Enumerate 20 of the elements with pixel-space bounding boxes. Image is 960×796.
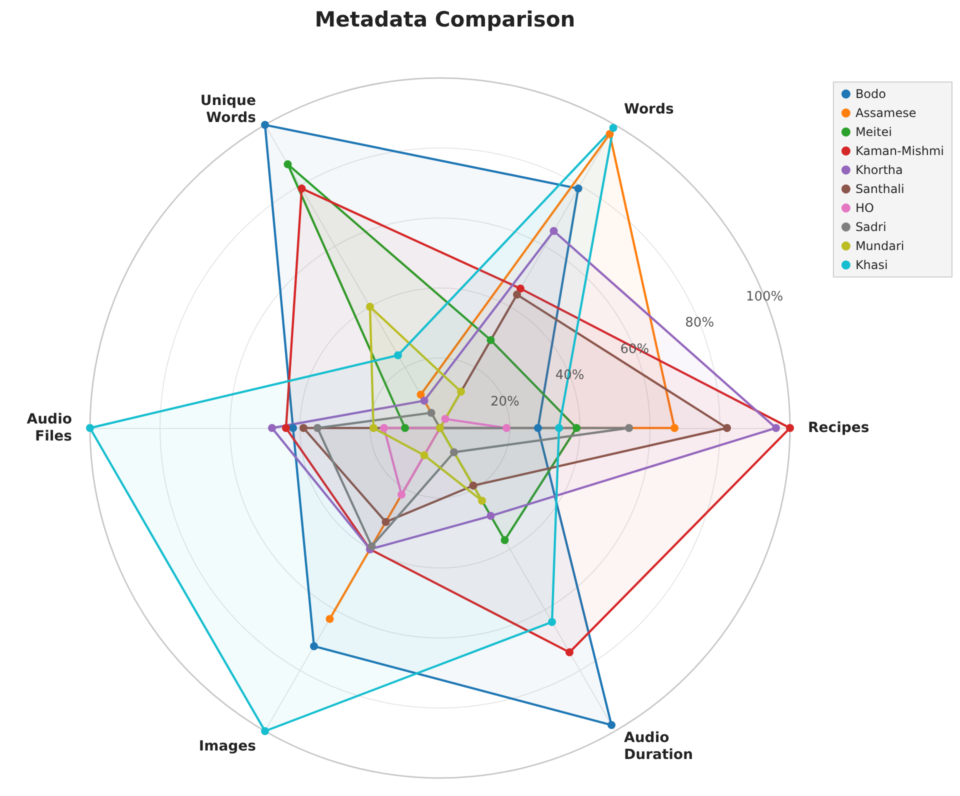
spoke-label: Words: [624, 101, 674, 118]
y-tick-label: 80%: [685, 316, 714, 331]
spoke-label: Images: [198, 738, 256, 755]
legend-label: Bodo: [855, 87, 886, 101]
spoke-label: Recipes: [808, 420, 870, 436]
legend-label: Kaman-Mishmi: [855, 144, 944, 158]
legend-label: Meitei: [855, 125, 892, 139]
legend-label: HO: [855, 201, 874, 215]
spoke-label: Unique Words: [200, 92, 256, 126]
legend-label: Mundari: [855, 239, 904, 253]
legend-label: Assamese: [855, 106, 916, 120]
spoke-label: Audio Duration: [624, 730, 694, 764]
spoke-label: Audio Files: [26, 412, 72, 444]
legend-label: Santhali: [855, 182, 904, 196]
legend-label: Khasi: [855, 258, 888, 272]
y-tick-label: 100%: [746, 289, 784, 304]
chart-title: Metadata Comparison: [314, 8, 576, 32]
legend-label: Sadri: [855, 220, 886, 234]
legend-label: Khortha: [855, 163, 903, 177]
y-tick-label: 20%: [490, 394, 520, 410]
